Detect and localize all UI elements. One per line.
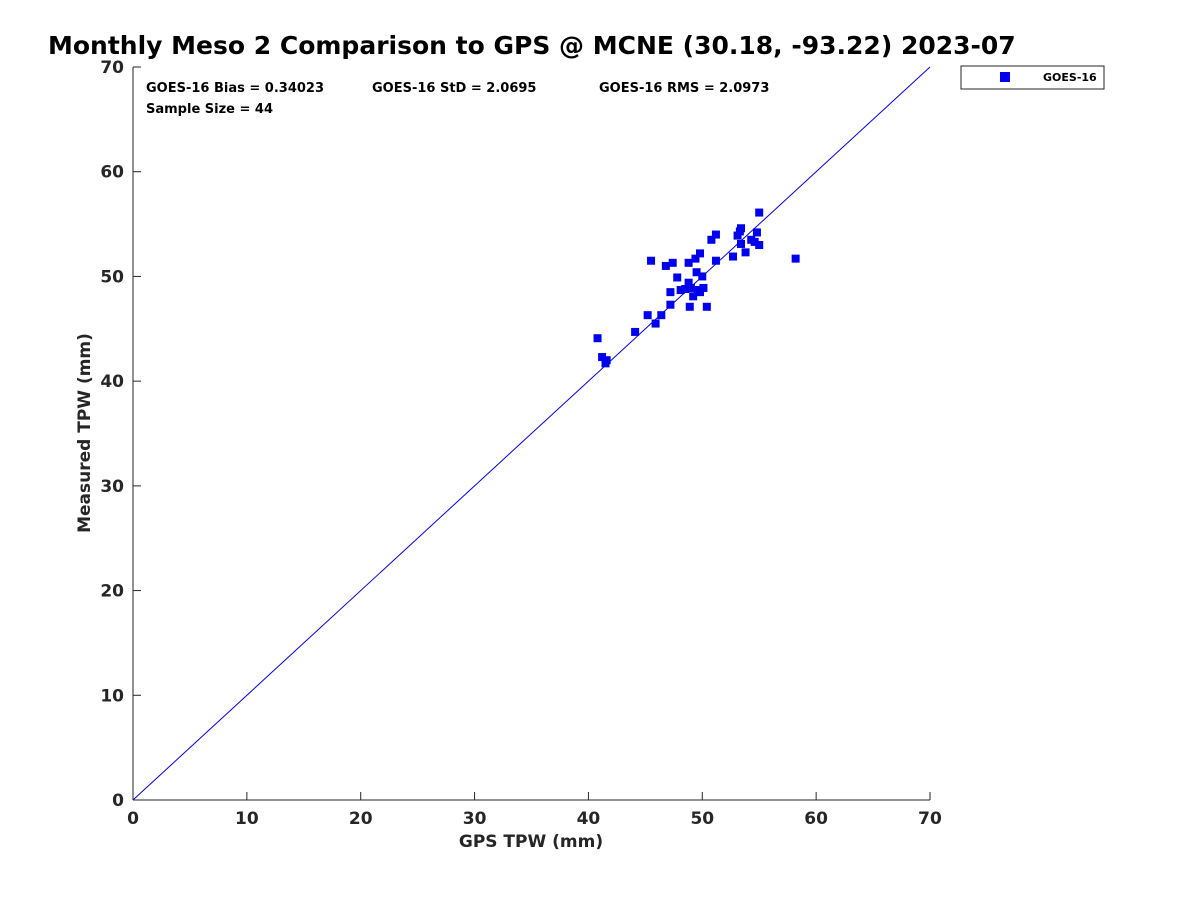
data-point (666, 288, 675, 297)
plot-area: 0 10 20 30 40 50 60 70 0 10 20 30 40 50 60 70 (100, 58, 942, 829)
legend-entry-goes-16: GOES-16 (1043, 71, 1097, 84)
y-axis-ticks: 0 10 20 30 40 50 60 70 (100, 58, 141, 811)
x-tick-label: 70 (918, 809, 942, 829)
one-to-one-reference-line (132, 66, 931, 801)
x-axis-ticks: 0 10 20 30 40 50 60 70 (127, 792, 942, 829)
y-tick-label: 20 (100, 582, 124, 602)
data-point (684, 258, 693, 267)
data-point (602, 356, 611, 365)
data-point (647, 256, 656, 265)
data-point (668, 258, 677, 267)
x-tick-label: 30 (463, 809, 487, 829)
data-point (755, 241, 764, 250)
data-point (755, 208, 764, 217)
x-tick-label: 0 (127, 809, 139, 829)
x-axis-label: GPS TPW (mm) (459, 832, 603, 852)
y-tick-label: 30 (100, 477, 124, 497)
data-point (698, 272, 707, 281)
y-tick-label: 70 (100, 58, 124, 78)
data-point (696, 288, 705, 297)
data-point (651, 319, 660, 328)
bias-annotation: GOES-16 Bias = 0.34023 (146, 81, 324, 96)
data-point (689, 292, 698, 301)
y-tick-label: 10 (100, 686, 124, 706)
data-point (593, 334, 602, 343)
y-axis-label: Measured TPW (mm) (75, 333, 95, 533)
y-tick-label: 40 (100, 372, 124, 392)
data-point (696, 249, 705, 258)
y-tick-label: 0 (112, 791, 124, 811)
data-point (643, 311, 652, 320)
data-point (692, 268, 701, 277)
data-point (711, 230, 720, 239)
x-tick-label: 10 (235, 809, 259, 829)
legend-box (960, 65, 1105, 90)
data-point (736, 224, 745, 233)
data-point (631, 327, 640, 336)
x-tick-label: 50 (690, 809, 714, 829)
data-point (657, 311, 666, 320)
data-point (673, 273, 682, 282)
data-point (707, 235, 716, 244)
std-annotation: GOES-16 StD = 2.0695 (372, 81, 536, 96)
x-tick-label: 20 (349, 809, 373, 829)
data-point (691, 254, 700, 263)
x-tick-label: 40 (577, 809, 601, 829)
data-points-goes-16 (593, 208, 800, 368)
sample-size-annotation: Sample Size = 44 (146, 102, 273, 117)
data-point (699, 283, 708, 292)
data-point (729, 252, 738, 261)
rms-annotation: GOES-16 RMS = 2.0973 (599, 81, 769, 96)
data-point (684, 278, 693, 287)
data-point (741, 248, 750, 257)
y-tick-label: 60 (100, 163, 124, 183)
data-point (661, 261, 670, 270)
legend: GOES-16 (960, 65, 1105, 90)
data-point (736, 239, 745, 248)
data-point (733, 231, 742, 240)
chart-title: Monthly Meso 2 Comparison to GPS @ MCNE … (48, 31, 1016, 60)
stats-annotations: GOES-16 Bias = 0.34023 GOES-16 StD = 2.0… (146, 81, 769, 117)
y-tick-label: 50 (100, 267, 124, 287)
data-point (750, 237, 759, 246)
data-point (676, 286, 685, 295)
data-point (598, 353, 607, 362)
legend-marker-square (1000, 72, 1010, 82)
x-tick-label: 60 (804, 809, 828, 829)
data-point (666, 300, 675, 309)
data-point (791, 254, 800, 263)
data-point (681, 284, 690, 293)
data-point (752, 228, 761, 237)
data-point (702, 302, 711, 311)
data-point (686, 283, 695, 292)
data-point (711, 256, 720, 265)
data-point (685, 302, 694, 311)
